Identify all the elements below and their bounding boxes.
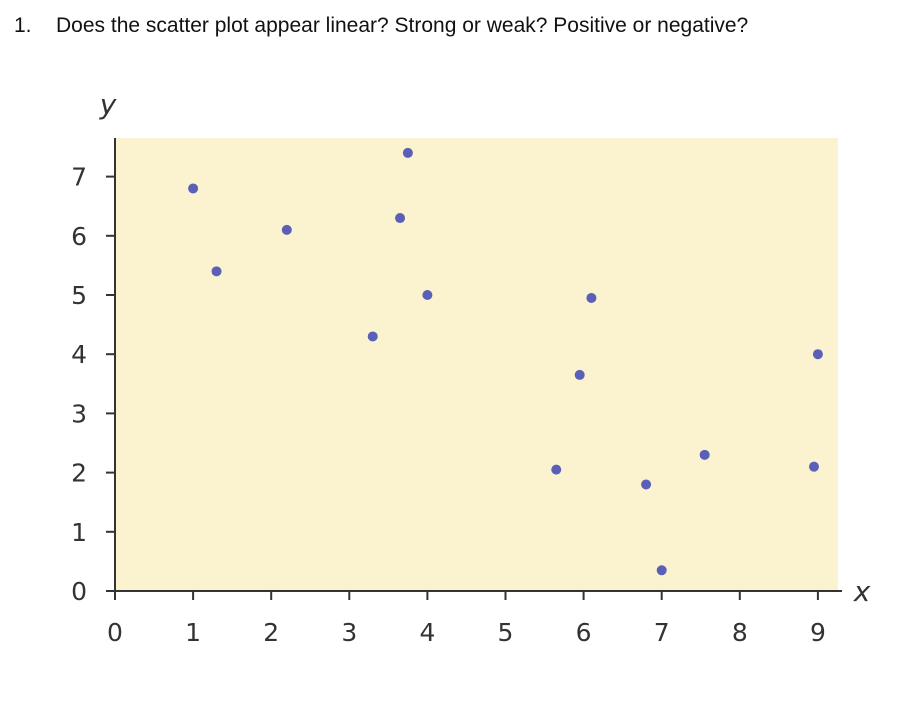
question-text: Does the scatter plot appear linear? Str… <box>56 14 749 37</box>
data-point <box>656 565 667 576</box>
y-tick-label: 3 <box>71 399 87 428</box>
x-tick-label: 6 <box>576 618 592 647</box>
y-tick-label: 2 <box>71 459 87 488</box>
data-point <box>402 147 413 158</box>
ticks: 0 1 2 3 4 5 6 7 8 9 0 1 2 3 4 5 6 7 <box>71 163 826 647</box>
data-point <box>586 292 597 303</box>
y-tick-label: 7 <box>71 163 87 192</box>
x-tick-label: 5 <box>498 618 514 647</box>
data-point <box>422 290 433 300</box>
y-tick-label: 4 <box>71 340 87 369</box>
data-point <box>281 224 292 235</box>
data-point <box>812 349 823 360</box>
y-tick-label: 0 <box>71 577 87 606</box>
data-points <box>188 147 823 576</box>
x-tick-label: 3 <box>341 618 357 647</box>
y-tick-label: 5 <box>71 281 87 310</box>
x-tick-label: 2 <box>263 618 279 647</box>
question-number: 1. <box>14 14 32 37</box>
y-tick-label: 1 <box>71 518 87 547</box>
data-point <box>551 464 562 475</box>
x-tick-label: 1 <box>185 618 201 647</box>
y-axis-label: y <box>99 88 117 121</box>
data-point <box>367 331 378 342</box>
data-point <box>808 461 819 472</box>
data-point <box>574 369 585 380</box>
x-tick-label: 7 <box>654 618 670 647</box>
data-point <box>211 266 222 277</box>
data-point <box>641 479 652 490</box>
y-tick-label: 6 <box>71 222 87 251</box>
question-line: 1. Does the scatter plot appear linear? S… <box>14 14 748 38</box>
x-tick-label: 0 <box>107 618 123 647</box>
plot-area <box>115 138 838 591</box>
x-tick-label: 9 <box>810 618 826 647</box>
x-tick-label: 8 <box>732 618 748 647</box>
data-point <box>395 213 406 224</box>
axes <box>114 138 842 592</box>
data-point <box>699 449 710 460</box>
x-tick-label: 4 <box>419 618 435 647</box>
x-axis-label: x <box>853 575 871 608</box>
data-point <box>188 183 199 194</box>
